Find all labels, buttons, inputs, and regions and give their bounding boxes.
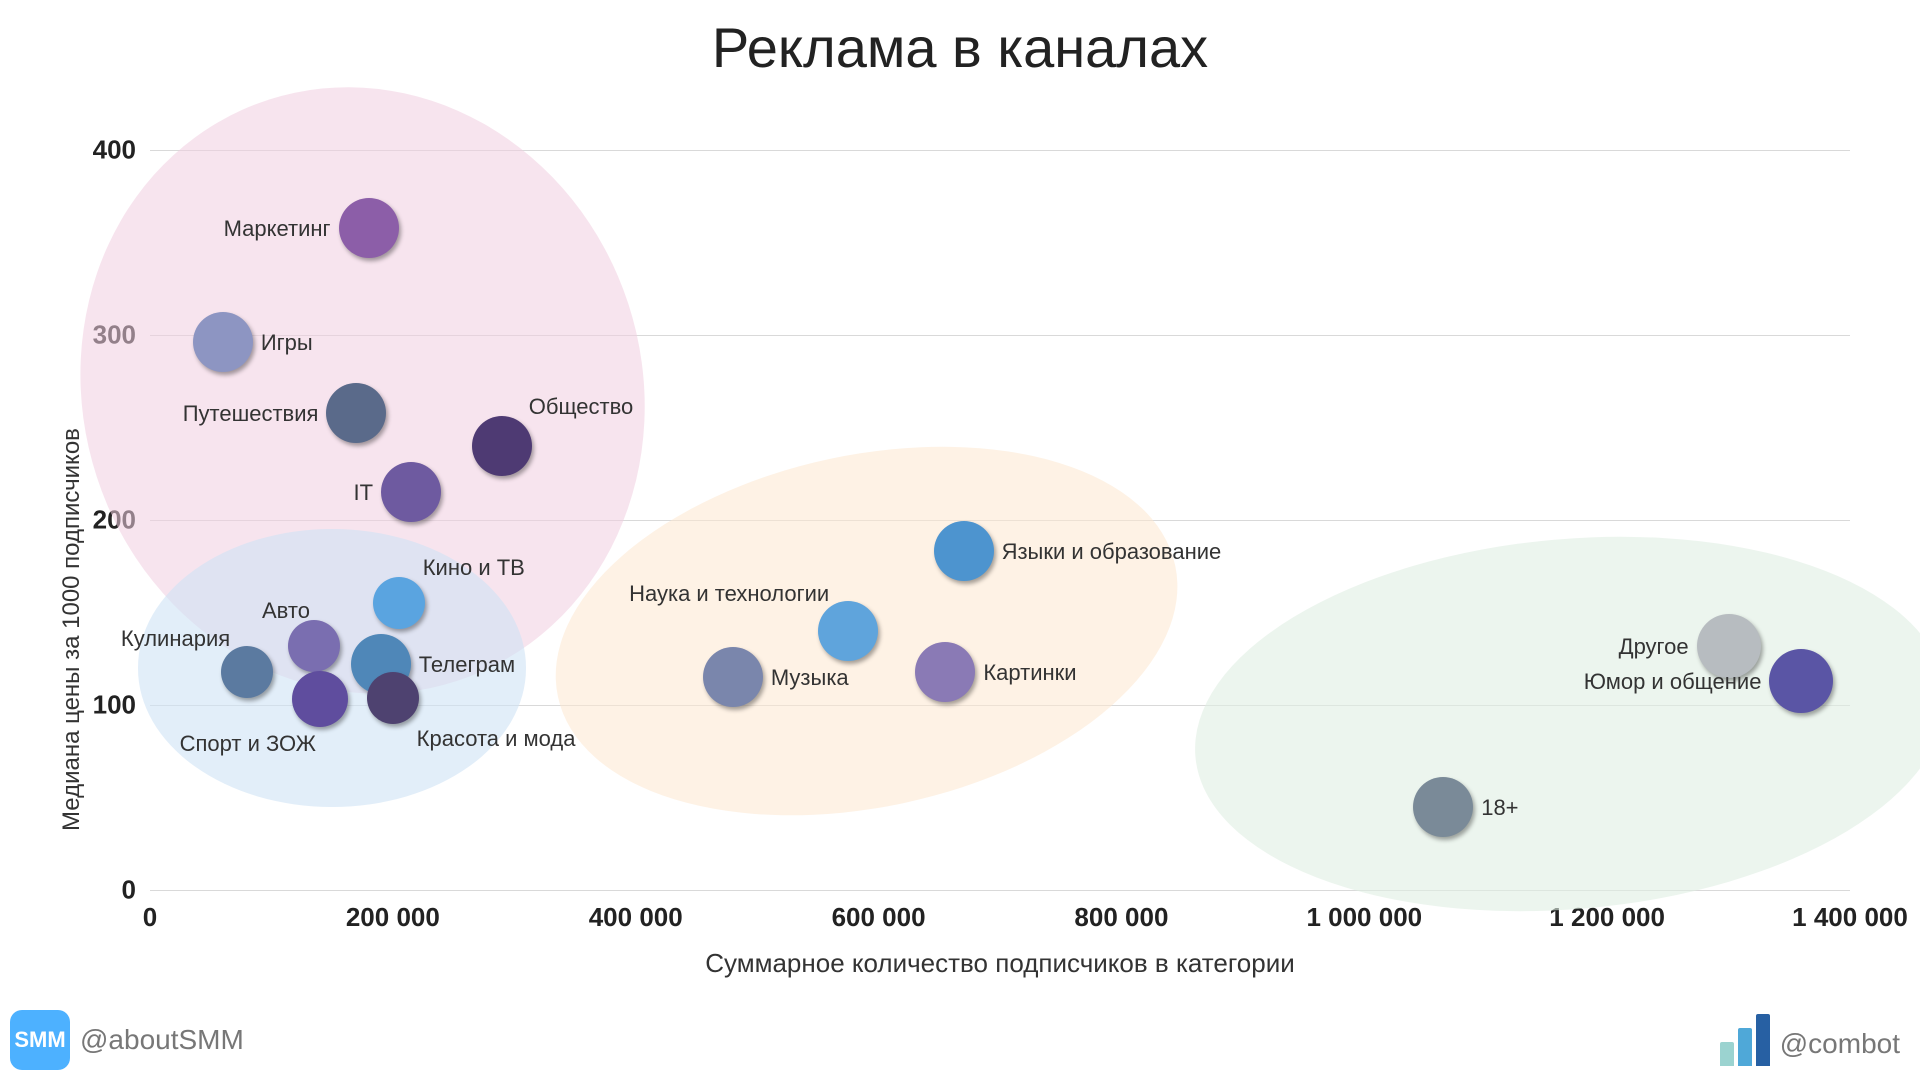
footer-left: SMM @aboutSMM — [10, 1010, 244, 1070]
data-point — [818, 601, 878, 661]
xtick-label: 600 000 — [832, 890, 926, 933]
data-point-label: 18+ — [1481, 795, 1518, 821]
data-point — [472, 416, 532, 476]
data-point-label: Путешествия — [183, 401, 319, 427]
xtick-label: 400 000 — [589, 890, 683, 933]
data-point-label: Телеграм — [419, 652, 515, 678]
xtick-label: 1 400 000 — [1792, 890, 1908, 933]
data-point-label: Кино и ТВ — [423, 555, 525, 581]
bar-segment — [1720, 1042, 1734, 1066]
data-point — [1413, 777, 1473, 837]
data-point — [915, 642, 975, 702]
ytick-label: 400 — [93, 135, 150, 166]
data-point — [292, 671, 348, 727]
plot-area: 01002003004000200 000400 000600 000800 0… — [150, 150, 1850, 890]
xtick-label: 0 — [143, 890, 157, 933]
data-point-label: Картинки — [983, 660, 1076, 686]
data-point-label: Игры — [261, 330, 313, 356]
chart-title: Реклама в каналах — [0, 15, 1920, 80]
data-point-label: Авто — [262, 598, 310, 624]
data-point-label: Кулинария — [121, 626, 230, 652]
xtick-label: 800 000 — [1074, 890, 1168, 933]
data-point — [221, 646, 273, 698]
data-point — [1769, 649, 1833, 713]
data-point — [288, 620, 340, 672]
data-point — [339, 198, 399, 258]
smm-logo-badge: SMM — [10, 1010, 70, 1070]
data-point-label: Общество — [529, 394, 634, 420]
bars-icon — [1720, 1014, 1770, 1066]
footer-left-handle: @aboutSMM — [80, 1024, 244, 1056]
data-point-label: Маркетинг — [224, 216, 331, 242]
data-point-label: Спорт и ЗОЖ — [180, 731, 316, 757]
bar-segment — [1738, 1028, 1752, 1066]
x-axis-label: Суммарное количество подписчиков в катег… — [150, 948, 1850, 979]
data-point — [381, 462, 441, 522]
data-point — [367, 672, 419, 724]
data-point-label: Красота и мода — [417, 726, 576, 752]
bar-segment — [1756, 1014, 1770, 1066]
data-point-label: Другое — [1619, 634, 1689, 660]
data-point-label: Наука и технологии — [629, 581, 829, 607]
data-point-label: Языки и образование — [1002, 539, 1222, 565]
data-point — [193, 312, 253, 372]
data-point — [373, 577, 425, 629]
data-point — [326, 383, 386, 443]
data-point — [703, 647, 763, 707]
data-point-label: Юмор и общение — [1584, 669, 1762, 695]
xtick-label: 200 000 — [346, 890, 440, 933]
data-point-label: Музыка — [771, 665, 849, 691]
footer-right-handle: @combot — [1780, 1028, 1900, 1066]
data-point-label: IT — [354, 480, 374, 506]
footer-right: @combot — [1720, 1014, 1900, 1066]
y-axis-label: Медиана цены за 1000 подписчиков — [58, 428, 86, 831]
cluster-ellipse — [1180, 506, 1920, 940]
data-point — [934, 521, 994, 581]
